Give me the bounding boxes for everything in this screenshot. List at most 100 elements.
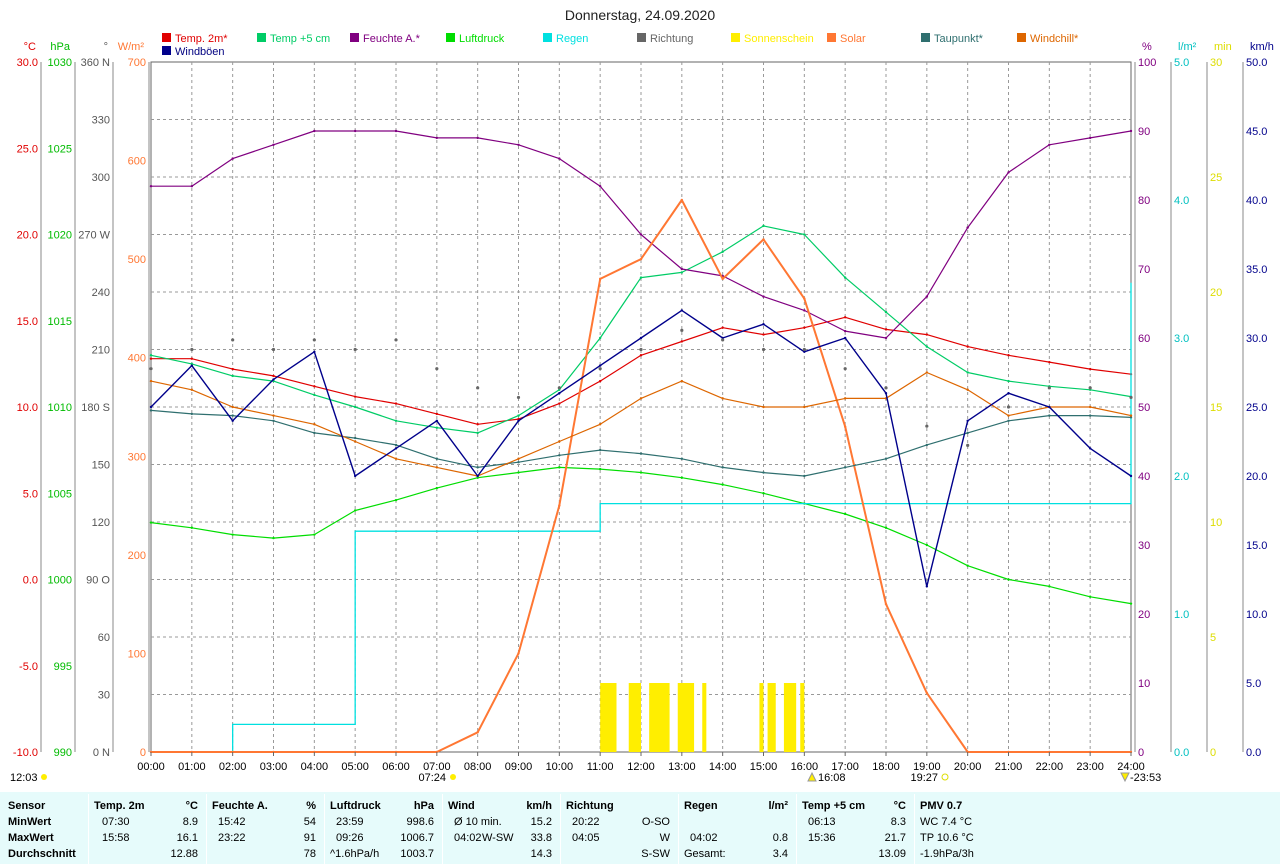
humidity-tick-label: 80 <box>1138 195 1150 207</box>
stats-row-avg: Durchschnitt <box>8 848 76 860</box>
windboeen-series-point <box>680 309 684 312</box>
legend-label: Solar <box>840 33 866 45</box>
stats-temp-min: 8.9 <box>182 816 198 828</box>
direction-tick-label: 270 W <box>78 230 110 242</box>
chart-title: Donnerstag, 24.09.2020 <box>565 7 715 23</box>
feuchte-series-point <box>1088 136 1092 140</box>
taupunkt-series-point <box>394 443 398 447</box>
temp-unit-label: °C <box>24 41 36 53</box>
sunset-icon <box>941 773 949 781</box>
stats-row-max: MaxWert <box>8 832 54 844</box>
feuchte-series-point <box>1007 171 1010 174</box>
direction-tick-label: 360 N <box>81 57 110 69</box>
stats-temp5-max-time: 15:36 <box>808 832 836 844</box>
stats-luftdruck-avg: 1003.7 <box>400 848 434 860</box>
legend-swatch <box>162 33 171 42</box>
wind-tick-label: 5.0 <box>1246 678 1261 690</box>
direction-tick-label: 240 <box>92 287 110 299</box>
richtung-point <box>598 367 602 371</box>
feuchte-series-point <box>1129 129 1133 133</box>
stats-feuchte-min: 54 <box>303 816 316 828</box>
direction-tick-label: 90 O <box>86 575 110 587</box>
time-tick-label: 10:00 <box>546 761 574 773</box>
windchill-series-point <box>1129 414 1133 417</box>
stats-temp-column: Temp. 2m °C 07:30 8.9 15:58 16.1 12.88 <box>94 798 202 862</box>
temp-series-point <box>558 402 561 405</box>
luftdruck-series-point <box>762 492 765 495</box>
feuchte-series-point <box>558 157 561 160</box>
sunshine-bar <box>600 683 617 752</box>
temp-series-point <box>721 326 724 329</box>
solar-series-point <box>558 504 561 507</box>
time-tick-label: 23:00 <box>1076 761 1104 773</box>
solar-noon-icon <box>807 771 817 782</box>
luftdruck-series-point <box>517 471 520 474</box>
stats-header-sensor: Sensor <box>8 800 46 812</box>
stats-temp-max: 16.1 <box>176 832 198 844</box>
richtung-point <box>802 347 806 352</box>
windboeen-series-point <box>639 336 643 340</box>
windchill-series-point <box>313 423 316 426</box>
windchill-series-point <box>231 405 234 409</box>
feuchte-series-point <box>884 336 888 340</box>
stats-temp5-avg: 13.09 <box>878 848 906 860</box>
windchill-series-point <box>149 379 153 383</box>
stats-richtung-time2: 04:05 <box>572 832 600 844</box>
feuchte-series-point <box>394 129 398 133</box>
temp-series-point <box>149 357 153 360</box>
stats-row-min: MinWert <box>8 816 52 828</box>
moon-icon <box>1120 772 1130 783</box>
time-tick-label: 06:00 <box>382 761 410 773</box>
temp-series-point <box>925 333 929 336</box>
stats-regen-max-time: 04:02 <box>690 832 718 844</box>
taupunkt-series-point <box>231 414 234 417</box>
windboeen-series-point <box>353 474 357 478</box>
legend-label: Luftdruck <box>459 33 505 45</box>
solar-series-point <box>843 425 847 428</box>
solar-series-point <box>517 652 520 655</box>
legend-label: Richtung <box>650 33 693 45</box>
taupunkt-series-point <box>476 466 479 469</box>
legend-swatch <box>827 33 836 42</box>
temp5-series-point <box>721 250 724 253</box>
stats-regen-max: 0.8 <box>772 832 788 844</box>
luftdruck-series-point <box>558 466 561 469</box>
solar-noon-time-label: 16:08 <box>818 772 846 784</box>
taupunkt-series-point <box>884 457 888 460</box>
windboeen-series-point <box>272 378 275 381</box>
sunshine-tick-label: 25 <box>1210 172 1222 184</box>
taupunkt-series-point <box>598 448 602 452</box>
stats-temp-unit: °C <box>185 800 198 812</box>
windboeen-series-point <box>598 364 602 367</box>
temp-series-point <box>313 385 316 388</box>
sunrise-icon <box>450 774 456 780</box>
rain-tick-label: 2.0 <box>1174 471 1189 483</box>
wind-tick-label: 45.0 <box>1246 126 1267 138</box>
temp5-series-point <box>639 276 643 279</box>
luftdruck-series-point <box>680 476 684 479</box>
time-tick-label: 18:00 <box>872 761 900 773</box>
richtung-point <box>925 424 929 428</box>
windboeen-series-point <box>190 364 194 367</box>
stats-pmv-tp: TP 10.6 °C <box>920 832 974 844</box>
direction-unit-label: ° <box>104 41 108 53</box>
richtung-point <box>761 347 766 352</box>
stats-regen-column: Regen l/m² 04:02 0.8 Gesamt: 3.4 <box>684 798 792 862</box>
wind-tick-label: 15.0 <box>1246 540 1267 552</box>
luftdruck-series-point <box>1129 602 1133 605</box>
time-tick-label: 03:00 <box>260 761 288 773</box>
solar-series-point <box>762 238 765 241</box>
temp-series-point <box>639 354 643 357</box>
humidity-tick-label: 40 <box>1138 471 1150 483</box>
temp5-series-point <box>884 310 888 314</box>
humidity-tick-label: 70 <box>1138 264 1150 276</box>
stats-luftdruck-max: 1006.7 <box>400 832 434 844</box>
temp-tick-label: 5.0 <box>23 488 38 500</box>
windboeen-series-point <box>803 350 806 353</box>
richtung-point <box>966 443 970 447</box>
sunshine-tick-label: 20 <box>1210 287 1222 299</box>
legend-swatch <box>1017 33 1026 42</box>
pressure-tick-label: 990 <box>54 747 72 759</box>
weather-chart: Donnerstag, 24.09.2020 Temp. 2m* Temp +5 … <box>10 7 1274 784</box>
time-tick-label: 02:00 <box>219 761 247 773</box>
